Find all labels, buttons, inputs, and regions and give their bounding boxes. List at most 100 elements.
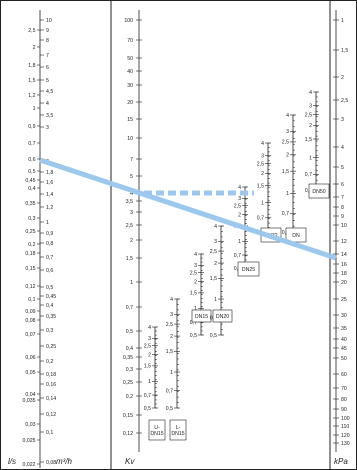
kv-tick-label: 7 [130,157,133,163]
m3h-tick-label: 8 [46,38,49,44]
valve-label-box [308,183,330,199]
m3h-tick-label: 0,08 [46,460,56,466]
m3h-tick-label: 1,2 [46,205,53,211]
valve-tick-label: 1,5 [190,291,197,297]
m3h-tick-label: 0,3 [46,328,53,334]
valve-tick-label: 1 [194,306,197,312]
kpa-tick-label: 50 [341,356,347,362]
kpa-tick-label: 16 [341,262,347,268]
valve-tick-label: 3 [194,263,197,269]
valve-scale: 4 3 2,5 2 1,5 1 0,7 0,5 DN50 [305,90,330,199]
valve-tick-label: 1,5 [305,137,312,143]
valve-tick-label: 2 [309,123,312,129]
kv-tick-label: 0,35 [123,355,133,361]
m3h-tick-label: 0,4 [46,303,53,309]
valve-tick-label: 0,5 [166,406,173,412]
valve-tick-label: 0,7 [166,388,173,394]
kv-tick-label: 3,5 [126,199,133,205]
valve-label-box [191,309,212,323]
m3h-tick-label: 6 [46,65,49,71]
kpa-ticks: 11,522,534567891012141618202530354045506… [333,18,350,447]
valve-tick-label: 2,5 [210,249,217,255]
valve-label: DN25 [242,267,255,273]
valve-label: U-DN15 [150,425,163,437]
valve-tick-label: 3 [148,336,151,342]
valve-tick-label: 0,5 [282,230,289,236]
m3h-tick-label: 0,9 [46,231,53,237]
kpa-tick-label: 30 [341,313,347,319]
kpa-tick-label: 2 [341,75,344,81]
ls-tick-label: 0,3 [28,216,35,222]
kv-tick-label: 50 [127,56,133,62]
m3h-tick-label: 4 [46,101,49,107]
kpa-tick-label: 35 [341,326,347,332]
ls-tick-label: 0,08 [25,318,35,324]
ls-tick-label: 1 [33,106,36,112]
m3h-tick-label: 9 [46,28,49,34]
kpa-tick-label: 9 [341,214,344,220]
m3h-tick-label: 1,8 [46,170,53,176]
kpa-tick-label: 3 [341,117,344,123]
valve-tick-label: 0,5 [234,266,241,272]
kpa-tick-label: 120 [341,433,350,439]
m3h-tick-label: 10 [46,18,52,24]
valve-tick-label: 1,5 [144,364,151,370]
kpa-tick-label: 1,5 [341,48,348,54]
valve-label: DN50 [312,189,325,195]
m3h-tick-label: 0,8 [46,241,53,247]
ls-tick-label: 0,5 [28,169,35,175]
kv-axis-label: Kv [125,457,135,466]
valve-tick-label: 4 [238,185,241,191]
m3h-tick-label: 4,5 [46,89,53,95]
kpa-tick-label: 12 [341,239,347,245]
valve-tick-label: 0,7 [190,320,197,326]
valve-tick-label: 0,7 [305,172,312,178]
valve-tick-label: 0,7 [144,393,151,399]
valve-tick-label: 4 [214,224,217,230]
kv-tick-label: 0,12 [123,431,133,437]
valve-tick-label: 1,5 [166,349,173,355]
kv-tick-label: 3 [130,210,133,216]
reading-line [39,157,337,261]
valve-tick-label: 1 [261,200,264,206]
kv-tick-label: 0,3 [126,367,133,373]
kpa-tick-label: 70 [341,386,347,392]
ls-tick-label: 0,025 [23,438,36,444]
valve-scale: 4 3 2,5 2 1,5 1 0,7 0,5 L-DN15 [166,297,187,441]
kpa-tick-label: 110 [341,424,349,430]
valve-tick-label: 2,5 [144,343,151,349]
m3h-tick-label: 0,25 [46,344,56,350]
ls-tick-label: 0,6 [28,157,35,163]
kv-tick-label: 10 [127,136,133,142]
m3h-tick-label: 0,12 [46,412,56,418]
kpa-tick-label: 90 [341,407,347,413]
ls-tick-label: 0,06 [25,355,35,361]
valve-label: DN [292,233,300,239]
kv-tick-label: 0,7 [126,305,133,311]
valve-tick-label: 4 [309,90,312,96]
kpa-tick-label: 60 [341,372,347,378]
valve-tick-label: 1 [170,370,173,376]
m3h-tick-label: 0,5 [46,285,53,291]
valve-tick-label: 2 [170,334,173,340]
valve-label-box [169,419,187,441]
ls-tick-label: 0,15 [25,266,35,272]
valve-tick-label: 1 [238,239,241,245]
valve-label: DN20 [216,314,229,320]
valve-tick-label: 2 [148,352,151,358]
m3h-tick-label: 0,1 [46,430,53,436]
kv-tick-label: 40 [127,69,133,75]
valve-tick-label: 1,5 [210,276,217,282]
ls-tick-label: 0,45 [25,178,35,184]
kv-tick-label: 0,5 [126,329,133,335]
ls-tick-label: 0,2 [28,242,35,248]
valve-tick-label: 0,7 [257,216,264,222]
m3h-tick-label: 0,14 [46,396,56,402]
ls-tick-label: 2 [33,45,36,51]
m3h-tick-label: 0,7 [46,255,53,261]
valve-tick-label: 0,5 [144,406,151,412]
m3h-tick-label: 3 [46,125,49,131]
kv-tick-label: 0,15 [123,413,133,419]
valve-label-box [285,227,307,243]
kpa-tick-label: 6 [341,182,344,188]
